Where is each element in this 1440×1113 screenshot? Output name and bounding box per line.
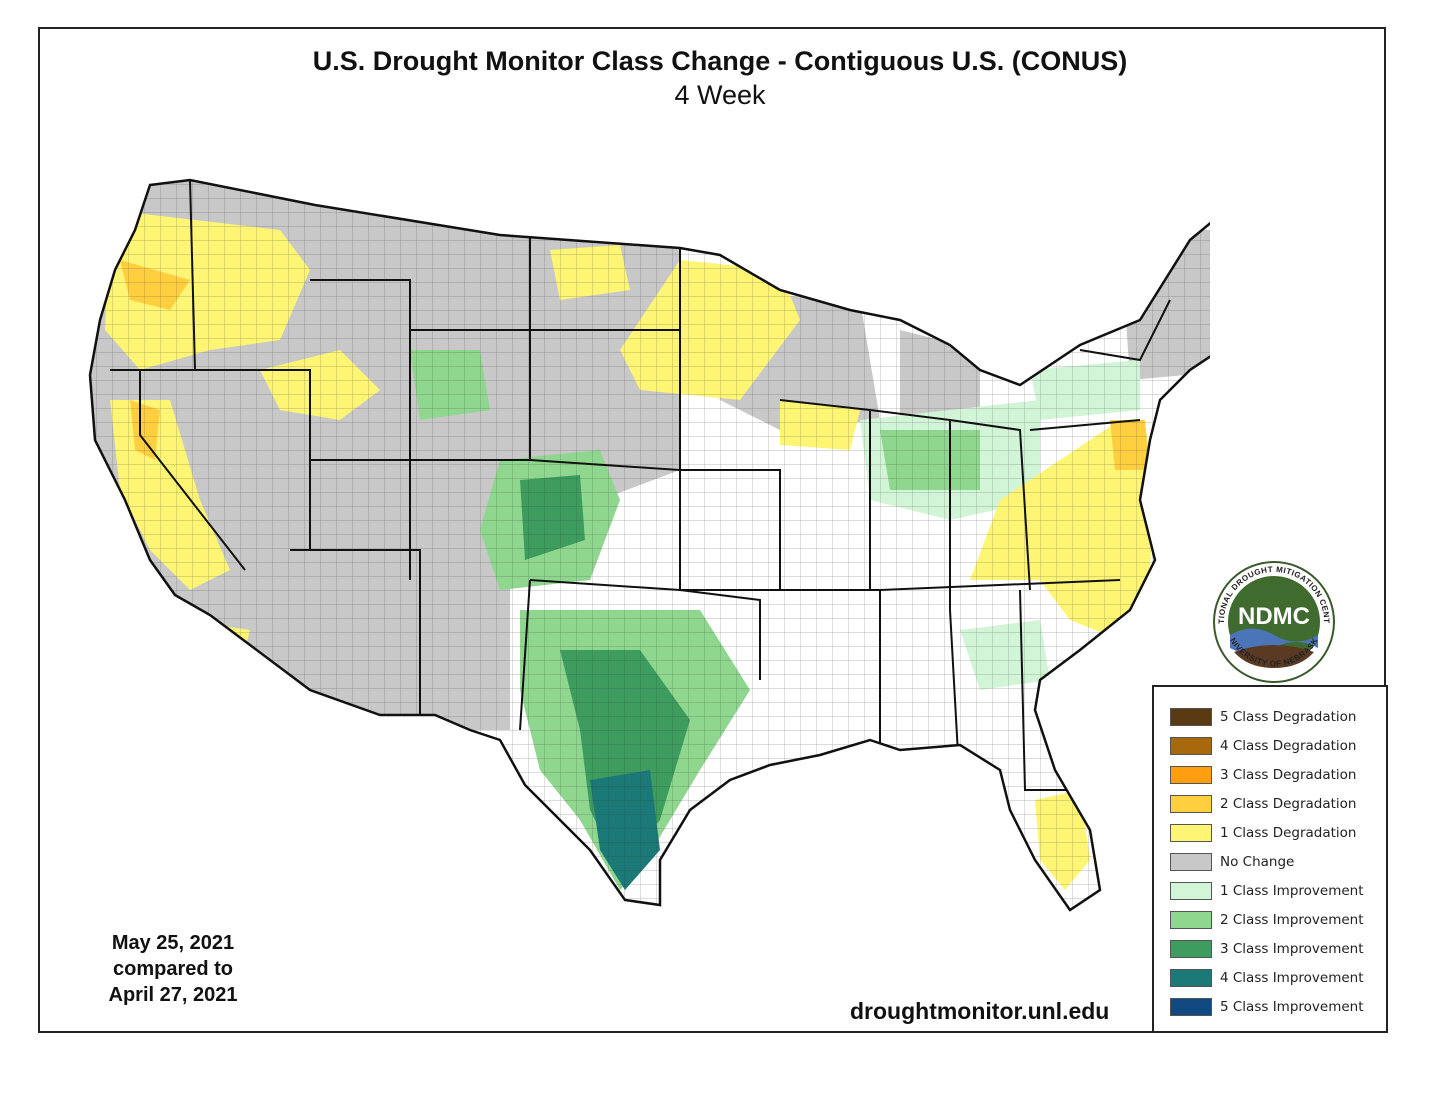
legend-item: 1 Class Degradation <box>1170 823 1356 843</box>
legend-item: 5 Class Degradation <box>1170 707 1356 727</box>
legend-item: 2 Class Improvement <box>1170 910 1364 930</box>
conus-map <box>88 178 1210 912</box>
legend-item: 5 Class Improvement <box>1170 997 1364 1017</box>
legend-swatch <box>1170 824 1212 842</box>
legend-label: 4 Class Improvement <box>1220 970 1364 986</box>
legend-label: 3 Class Degradation <box>1220 767 1357 783</box>
date-previous: April 27, 2021 <box>108 984 238 1006</box>
legend-swatch <box>1170 708 1212 726</box>
legend-item: No Change <box>1170 852 1294 872</box>
date-current: May 25, 2021 <box>111 932 235 954</box>
legend-label: 5 Class Improvement <box>1220 999 1364 1015</box>
source-url: droughtmonitor.unl.edu <box>850 998 1110 1024</box>
logo-acronym: NDMC <box>1238 603 1310 630</box>
legend-item: 4 Class Improvement <box>1170 968 1364 988</box>
legend-item: 1 Class Improvement <box>1170 881 1364 901</box>
legend-swatch <box>1170 853 1212 871</box>
legend: 5 Class Degradation 4 Class Degradation 3 … <box>1152 685 1388 1033</box>
legend-swatch <box>1170 969 1212 987</box>
legend-item: 4 Class Degradation <box>1170 736 1356 756</box>
legend-label: 4 Class Degradation <box>1220 738 1357 754</box>
legend-swatch <box>1170 795 1212 813</box>
legend-item: 3 Class Improvement <box>1170 939 1364 959</box>
legend-label: 1 Class Improvement <box>1220 883 1364 899</box>
legend-label: No Change <box>1220 854 1295 870</box>
ndmc-logo: NDMC NATIONAL DROUGHT MITIGATION CENTER … <box>1212 560 1335 683</box>
logo-earth-band <box>1234 645 1314 668</box>
legend-label: 2 Class Improvement <box>1220 912 1364 928</box>
legend-label: 5 Class Degradation <box>1220 709 1357 725</box>
legend-item: 3 Class Degradation <box>1170 765 1356 785</box>
legend-label: 1 Class Degradation <box>1220 825 1357 841</box>
date-comparison: May 25, 2021 compared to April 27, 2021 <box>88 930 258 1008</box>
map-title: U.S. Drought Monitor Class Change - Cont… <box>312 46 1128 76</box>
date-compared-to: compared to <box>112 958 234 980</box>
legend-item: 2 Class Degradation <box>1170 794 1356 814</box>
map-subtitle: 4 Week <box>674 80 766 110</box>
legend-swatch <box>1170 882 1212 900</box>
legend-label: 2 Class Degradation <box>1220 796 1357 812</box>
legend-label: 3 Class Improvement <box>1220 941 1364 957</box>
legend-swatch <box>1170 911 1212 929</box>
legend-swatch <box>1170 766 1212 784</box>
legend-swatch <box>1170 940 1212 958</box>
legend-swatch <box>1170 998 1212 1016</box>
legend-swatch <box>1170 737 1212 755</box>
